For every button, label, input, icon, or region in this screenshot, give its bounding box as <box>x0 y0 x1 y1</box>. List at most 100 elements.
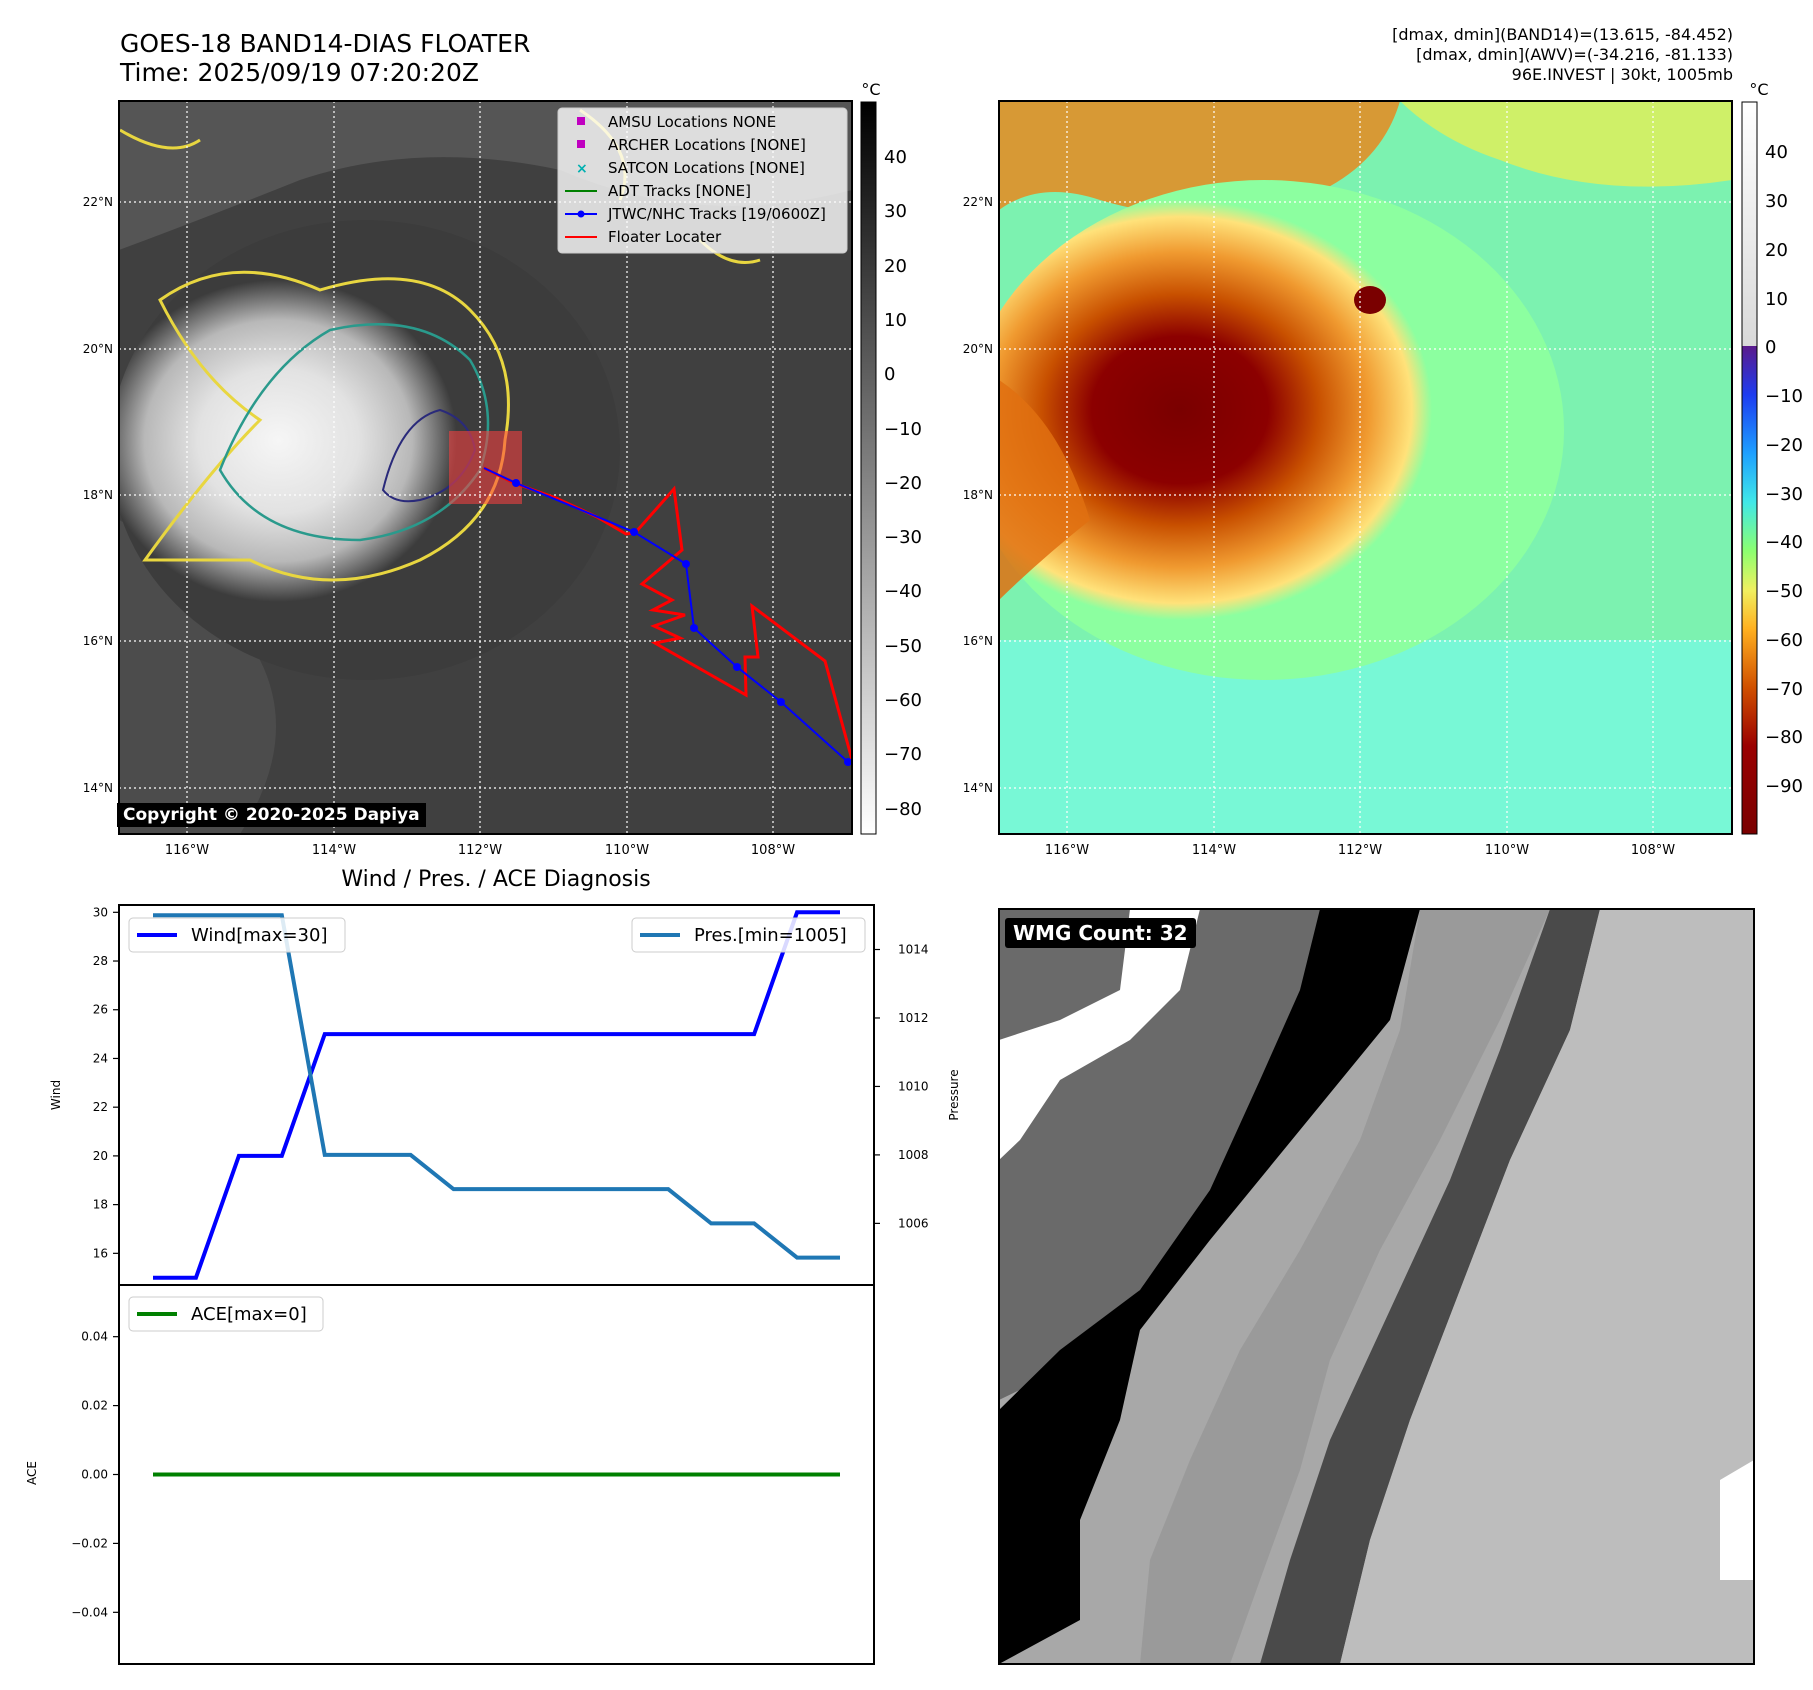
ace-tick-label: 0.02 <box>81 1399 108 1413</box>
copyright-badge: Copyright © 2020-2025 Dapiya <box>117 803 426 827</box>
ir-lower-clouds <box>119 520 276 834</box>
ace-y-ticks: 0.04 0.02 0.00 −0.02 −0.04 <box>71 1330 119 1619</box>
pressure-series-line <box>153 913 840 1260</box>
lon-label: 112°W <box>1338 843 1382 858</box>
pressure-y-ticks: 1014 1012 1010 1008 1006 <box>874 943 929 1230</box>
colorbar-tick: 20 <box>1765 240 1788 261</box>
ace-tick-label: 0.00 <box>81 1468 108 1482</box>
info-band14: [dmax, dmin](BAND14)=(13.615, -84.452) <box>1392 25 1733 44</box>
diagnosis-title: Wind / Pres. / ACE Diagnosis <box>341 867 650 892</box>
wmg-light-region <box>1340 909 1754 1664</box>
wind-tick-label: 30 <box>93 905 108 919</box>
colorbar-tick: 30 <box>884 201 907 222</box>
colorbar-tick: −80 <box>884 799 922 820</box>
colorbar-tick: −50 <box>1765 581 1803 602</box>
awv-gridlines <box>999 101 1732 834</box>
colorbar-tick: 0 <box>884 364 895 385</box>
wmg-black-band <box>999 909 1420 1664</box>
awv-left-band <box>999 380 1090 600</box>
wind-tick-label: 18 <box>93 1198 108 1212</box>
ir-storm-cloud <box>119 220 620 680</box>
lon-label: 108°W <box>1631 843 1675 858</box>
awv-colorbar: °C 40 30 20 10 0 −10 −20 −30 −40 −50 −60… <box>1741 80 1803 835</box>
info-awv: [dmax, dmin](AWV)=(-34.216, -81.133) <box>1416 45 1733 64</box>
colorbar-gradient <box>860 101 877 835</box>
colorbar-frame <box>1741 101 1758 835</box>
wind-tick-label: 24 <box>93 1051 108 1065</box>
ir-gridlines <box>119 101 852 834</box>
ace-tick-label: −0.02 <box>71 1536 108 1550</box>
legend-label: JTWC/NHC Tracks [19/0600Z] <box>607 205 826 223</box>
ace-chart: 0.04 0.02 0.00 −0.02 −0.04 ACE ACE[max=0] <box>25 1284 875 1665</box>
legend-label: AMSU Locations NONE <box>608 113 776 131</box>
wind-tick-label: 20 <box>93 1149 108 1163</box>
colorbar-tick: −70 <box>1765 679 1803 700</box>
legend-item-archer: ARCHER Locations [NONE] <box>577 136 806 154</box>
wmg-frame <box>998 908 1755 1665</box>
lon-label: 114°W <box>312 843 356 858</box>
legend-item-adt: ADT Tracks [NONE] <box>565 182 751 200</box>
pressure-tick-label: 1010 <box>898 1079 929 1093</box>
legend-item-floater: Floater Locater <box>565 228 722 246</box>
colorbar-tick: 30 <box>1765 191 1788 212</box>
colorbar-tick: −20 <box>1765 435 1803 456</box>
wind-legend: Wind[max=30] <box>128 917 346 953</box>
figure-title: GOES-18 BAND14-DIAS FLOATER <box>120 29 530 58</box>
colorbar-gradient-bottom <box>1742 346 1757 834</box>
lat-label: 16°N <box>83 634 113 648</box>
legend-x-marker: × <box>576 161 588 177</box>
ir-contour-teal <box>218 323 490 542</box>
lon-label: 114°W <box>1192 843 1236 858</box>
figure-time: Time: 2025/09/19 07:20:20Z <box>119 58 479 87</box>
wmg-dark-band <box>1260 909 1600 1664</box>
colorbar-unit: °C <box>1749 80 1768 99</box>
awv-storm-core <box>999 180 1564 680</box>
wmg-white-patch <box>1720 1460 1754 1580</box>
legend-item-satcon: × SATCON Locations [NONE] <box>576 159 805 177</box>
ace-tick-label: 0.04 <box>81 1330 108 1344</box>
wind-y-ticks: 30 28 26 24 22 20 18 16 <box>93 905 119 1260</box>
ace-tick-label: −0.04 <box>71 1605 108 1619</box>
lon-label: 116°W <box>1045 843 1089 858</box>
legend-label: Floater Locater <box>608 228 722 246</box>
colorbar-tick: −10 <box>884 419 922 440</box>
lat-label: 20°N <box>83 342 113 356</box>
wmg-mid-band <box>1140 909 1550 1664</box>
awv-upper-yellow <box>1400 101 1732 187</box>
wind-tick-label: 26 <box>93 1003 108 1017</box>
wmg-white-region <box>999 909 1200 1160</box>
colorbar-tick: 10 <box>1765 289 1788 310</box>
legend-item-jtwc: JTWC/NHC Tracks [19/0600Z] <box>565 205 826 223</box>
awv-lat-labels: 22°N 20°N 18°N 16°N 14°N <box>963 195 993 795</box>
map-legend: AMSU Locations NONE ARCHER Locations [NO… <box>557 107 848 254</box>
colorbar-tick: 0 <box>1765 337 1776 358</box>
colorbar-tick: −10 <box>1765 386 1803 407</box>
colorbar-tick: −60 <box>884 690 922 711</box>
colorbar-tick: −30 <box>884 527 922 548</box>
wind-series-line <box>153 910 840 1280</box>
legend-item-amsu: AMSU Locations NONE <box>577 113 776 131</box>
ir-lat-labels: 22°N 20°N 18°N 16°N 14°N <box>83 195 113 795</box>
awv-dry-spot <box>1354 286 1386 314</box>
lat-label: 22°N <box>83 195 113 209</box>
awv-map-panel: 22°N 20°N 18°N 16°N 14°N 116°W 114°W 112… <box>963 80 1803 858</box>
wind-pressure-chart: 30 28 26 24 22 20 18 16 1014 1012 1010 1008 1006 Wi… <box>49 904 961 1286</box>
colorbar-tick: −90 <box>1765 776 1803 797</box>
colorbar-unit: °C <box>861 80 880 99</box>
colorbar-gradient-top <box>1742 102 1757 346</box>
pressure-tick-label: 1012 <box>898 1011 929 1025</box>
wind-series-layer <box>153 910 840 1280</box>
colorbar-ticks: 40 30 20 10 0 −10 −20 −30 −40 −50 −60 −7… <box>884 147 922 820</box>
colorbar-tick: 40 <box>1765 142 1788 163</box>
lat-label: 18°N <box>963 488 993 502</box>
awv-lon-labels: 116°W 114°W 112°W 110°W 108°W <box>1045 843 1675 858</box>
lon-label: 116°W <box>165 843 209 858</box>
ir-lon-labels: 116°W 114°W 112°W 110°W 108°W <box>165 843 795 858</box>
jtwc-nhc-track <box>483 467 849 763</box>
lat-label: 14°N <box>83 781 113 795</box>
colorbar-tick: −30 <box>1765 484 1803 505</box>
lon-label: 110°W <box>1485 843 1529 858</box>
pressure-tick-label: 1014 <box>898 943 929 957</box>
ir-colorbar: °C 40 30 20 10 0 −10 −20 −30 −40 −50 −60… <box>860 80 922 835</box>
